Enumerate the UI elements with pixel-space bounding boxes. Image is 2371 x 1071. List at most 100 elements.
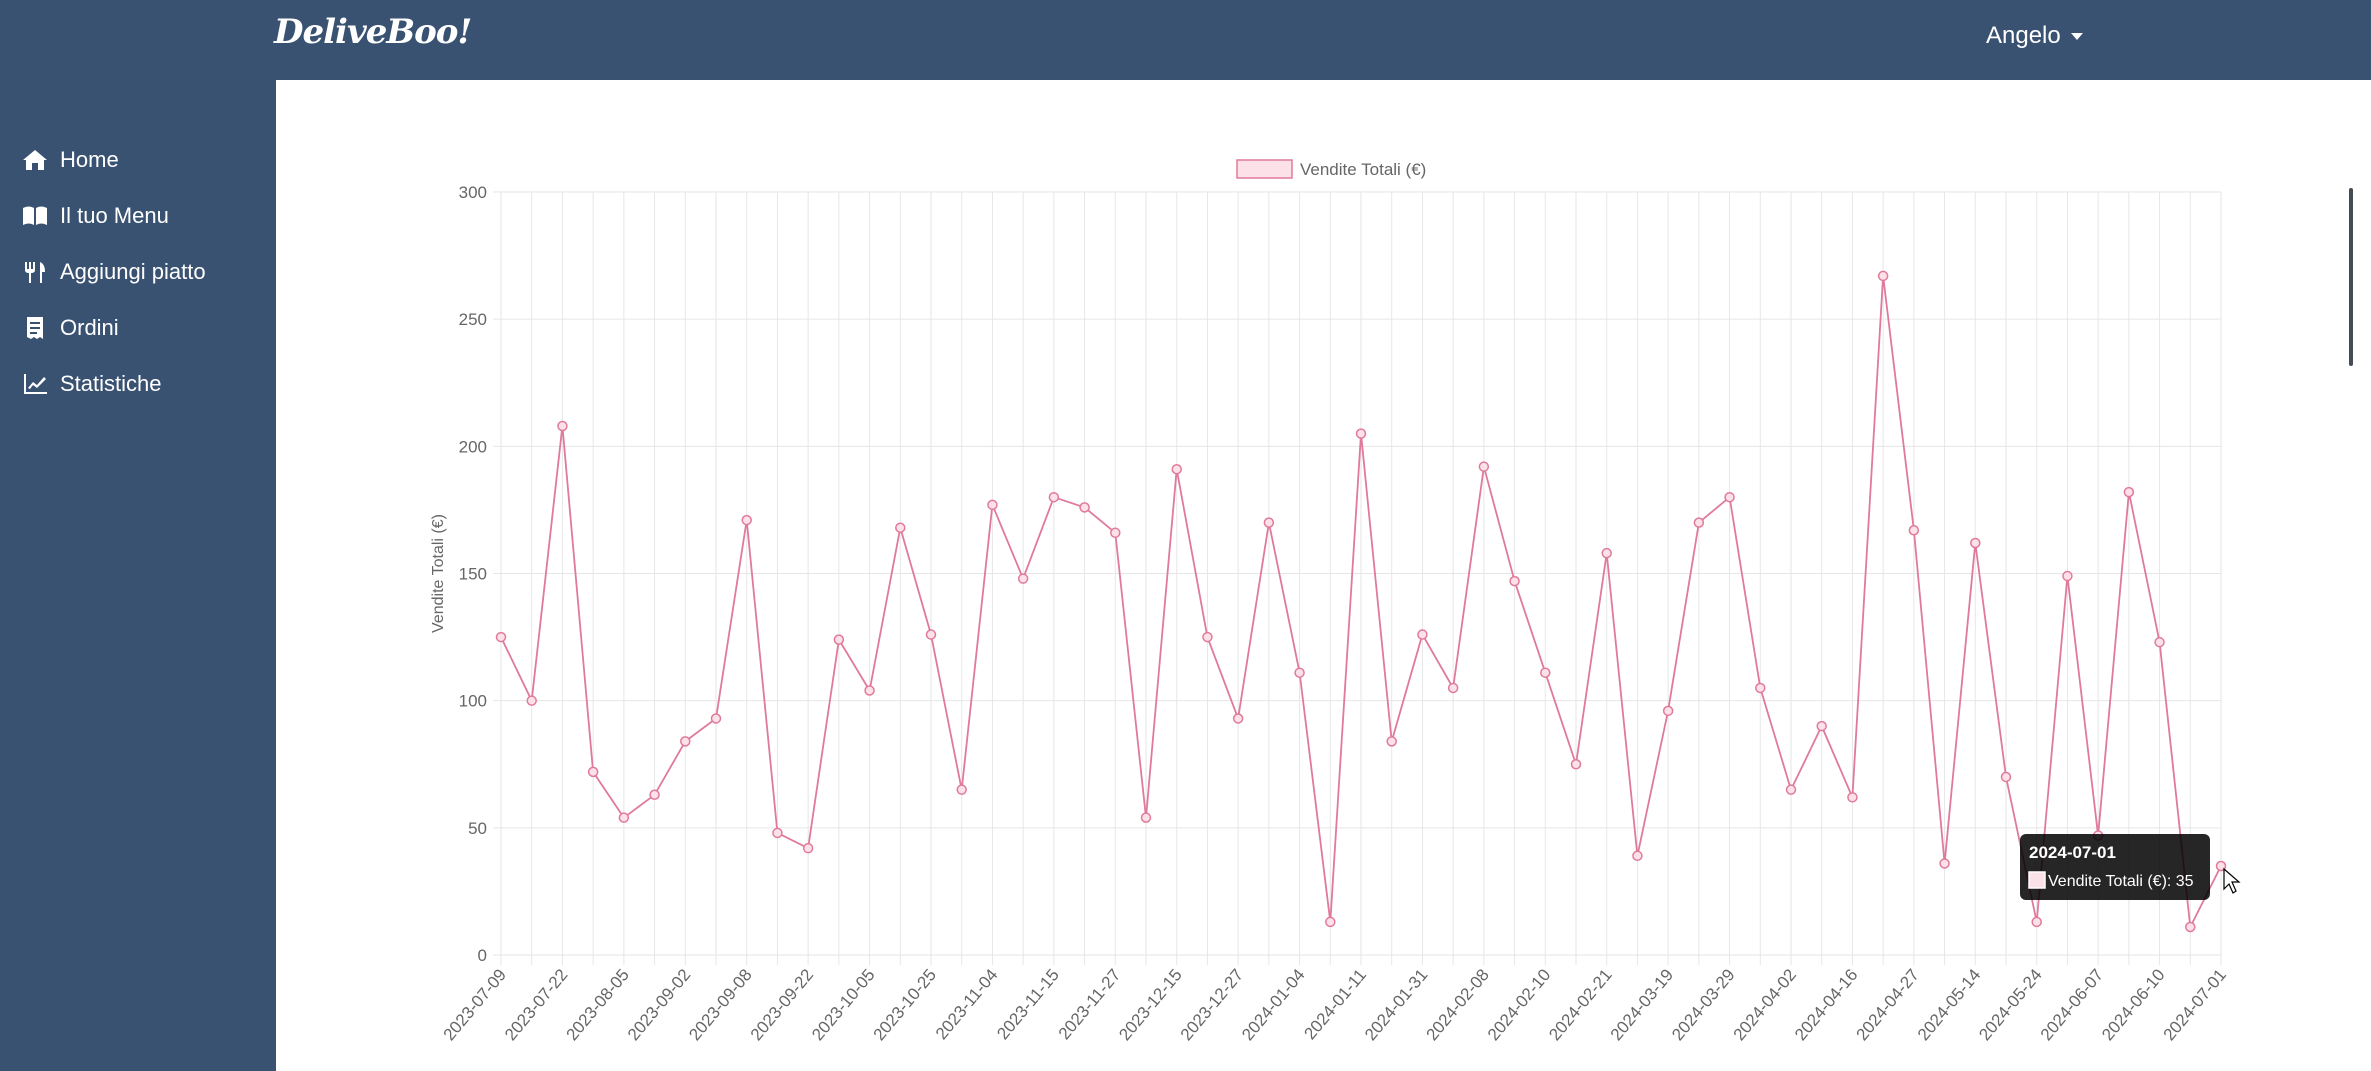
data-point xyxy=(495,631,507,643)
tooltip-title: 2024-07-01 xyxy=(2029,843,2116,862)
sidebar-item-label: Aggiungi piatto xyxy=(60,259,206,284)
data-point xyxy=(1294,667,1305,678)
sidebar-item-label: Ordini xyxy=(60,315,119,340)
x-tick-label: 2024-07-01 xyxy=(2160,965,2230,1044)
y-axis-label: Vendite Totali (€) xyxy=(430,514,447,633)
data-point xyxy=(557,420,568,432)
x-tick-label: 2023-07-22 xyxy=(501,965,571,1044)
x-tick-label: 2024-01-11 xyxy=(1300,965,1370,1043)
sidebar-item-label: Statistiche xyxy=(60,371,162,396)
data-point xyxy=(618,812,630,823)
data-point xyxy=(1325,916,1336,928)
y-tick-label: 300 xyxy=(459,183,487,202)
book-icon xyxy=(23,206,47,225)
x-tick-label: 2023-12-27 xyxy=(1177,965,1247,1044)
x-tick-label: 2024-03-19 xyxy=(1607,965,1677,1044)
x-tick-label: 2024-06-10 xyxy=(2098,965,2168,1044)
data-point xyxy=(1509,575,1520,587)
x-tick-label: 2023-11-27 xyxy=(1055,965,1125,1043)
data-point xyxy=(1140,812,1152,823)
x-tick-label: 2023-09-08 xyxy=(685,965,755,1044)
data-point xyxy=(2185,921,2196,933)
sidebar-item-home[interactable]: Home xyxy=(22,142,119,178)
data-point xyxy=(1601,547,1612,559)
sidebar-item-orders[interactable]: Ordini xyxy=(22,310,119,346)
utensils-icon xyxy=(25,262,45,283)
y-tick-label: 50 xyxy=(468,819,487,838)
data-point xyxy=(772,827,783,839)
home-icon xyxy=(23,150,47,170)
x-tick-label: 2024-02-08 xyxy=(1422,965,1492,1044)
x-tick-label: 2023-11-04 xyxy=(932,965,1002,1043)
data-point xyxy=(1540,667,1551,678)
data-point xyxy=(1693,517,1705,528)
data-point xyxy=(1171,463,1182,475)
main-content xyxy=(276,80,2371,1071)
y-tick-label: 150 xyxy=(459,565,487,584)
data-point xyxy=(1816,720,1827,732)
data-point xyxy=(1877,270,1889,282)
chevron-down-icon xyxy=(2070,32,2083,40)
data-point xyxy=(526,695,537,706)
x-tick-label: 2023-09-02 xyxy=(624,965,694,1044)
mouse-cursor-icon xyxy=(2223,867,2241,894)
data-point xyxy=(1755,682,1766,694)
scrollbar-thumb[interactable] xyxy=(2349,188,2353,366)
data-point xyxy=(1662,705,1674,717)
legend-swatch xyxy=(1236,159,1293,179)
data-point xyxy=(2154,636,2165,648)
x-tick-label: 2024-02-10 xyxy=(1484,965,1554,1044)
y-tick-label: 200 xyxy=(459,437,487,456)
receipt-icon xyxy=(27,317,43,339)
sidebar-item-add-dish[interactable]: Aggiungi piatto xyxy=(22,254,206,290)
data-point xyxy=(1785,784,1797,795)
x-tick-label: 2023-10-05 xyxy=(808,965,878,1044)
data-point xyxy=(1970,537,1981,549)
chart-line-icon xyxy=(24,374,47,394)
data-point xyxy=(2215,860,2227,872)
data-point xyxy=(587,766,599,778)
data-point xyxy=(1417,629,1428,640)
legend-label: Vendite Totali (€) xyxy=(1300,160,1426,179)
data-point xyxy=(864,685,875,696)
data-point xyxy=(1724,491,1735,503)
data-point xyxy=(1079,502,1090,513)
brand-logo[interactable]: DeliveBoo! xyxy=(274,12,472,52)
data-point xyxy=(802,842,814,854)
data-point xyxy=(1048,491,1060,503)
user-name: Angelo xyxy=(1986,22,2061,49)
data-point xyxy=(1447,682,1459,694)
y-tick-label: 100 xyxy=(459,692,487,711)
data-point xyxy=(1847,792,1858,803)
x-tick-label: 2024-04-02 xyxy=(1730,965,1800,1044)
data-point xyxy=(925,629,937,640)
y-tick-label: 0 xyxy=(478,946,487,965)
data-point xyxy=(741,514,752,526)
data-point xyxy=(1386,736,1397,747)
x-tick-label: 2024-04-27 xyxy=(1852,965,1922,1044)
sidebar-item-menu[interactable]: Il tuo Menu xyxy=(22,198,169,234)
sidebar-item-statistics[interactable]: Statistiche xyxy=(22,366,162,402)
sidebar-item-label: Il tuo Menu xyxy=(60,203,169,228)
data-point xyxy=(895,522,906,533)
x-tick-label: 2024-01-31 xyxy=(1361,965,1431,1044)
data-point xyxy=(2000,771,2012,783)
x-tick-label: 2024-05-24 xyxy=(1975,965,2045,1044)
data-point xyxy=(833,634,845,645)
x-tick-label: 2024-03-29 xyxy=(1668,965,1738,1044)
user-dropdown[interactable]: Angelo xyxy=(1986,22,2083,50)
sidebar: Home Il tuo Menu Aggiungi piatto Ordini … xyxy=(0,80,276,1071)
data-point xyxy=(710,713,722,724)
data-point xyxy=(1017,573,1029,584)
data-point xyxy=(1570,759,1582,770)
tooltip-body: Vendite Totali (€): 35 xyxy=(2048,873,2194,890)
data-point xyxy=(2123,486,2135,498)
x-tick-label: 2024-01-04 xyxy=(1238,965,1308,1044)
data-point xyxy=(1202,631,1213,643)
tooltip-swatch xyxy=(2028,871,2046,889)
data-point xyxy=(1263,517,1275,528)
data-point xyxy=(2062,570,2073,582)
data-point xyxy=(1908,525,1920,536)
x-tick-label: 2023-08-05 xyxy=(562,965,632,1044)
